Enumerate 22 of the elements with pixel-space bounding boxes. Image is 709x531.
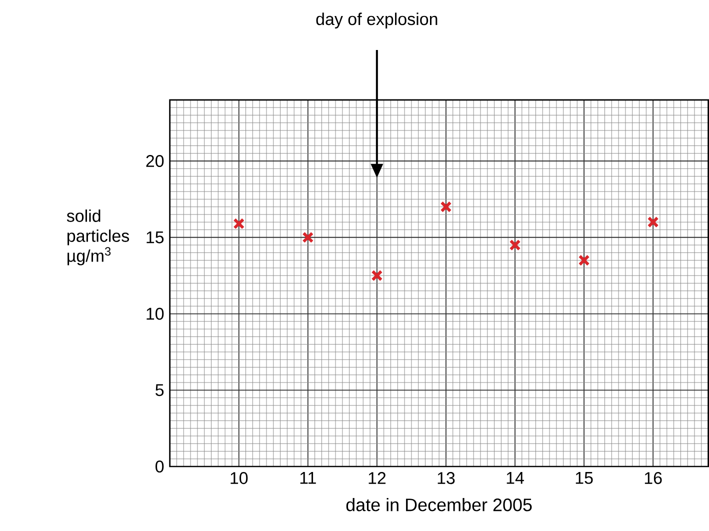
point: [440, 200, 452, 212]
x-tick-label: 10: [230, 472, 248, 484]
y-axis-title: solid particles µg/m$^{3}$: [66, 209, 130, 266]
y-tick-label: 15: [146, 231, 164, 244]
text: day of explosion: [316, 12, 438, 28]
point: [509, 239, 521, 251]
x-tick-label: 16: [644, 472, 662, 484]
y-tick-label: 5: [156, 384, 164, 396]
x-tick-label: 14: [506, 472, 524, 484]
x-tick-label: 13: [438, 472, 455, 484]
x-tick-label: 15: [576, 472, 593, 484]
y-tick-label: 0: [156, 460, 164, 472]
point: [578, 254, 590, 266]
point: [302, 231, 314, 243]
point: [233, 218, 245, 230]
x-tick-label: 11: [300, 472, 316, 484]
x-axis-title: date in December 2005: [346, 498, 532, 512]
point: [647, 216, 659, 228]
point: [371, 270, 383, 282]
y-tick-label: 10: [146, 308, 164, 320]
y-tick-label: 20: [146, 154, 164, 167]
x-tick-label: 12: [368, 472, 386, 484]
